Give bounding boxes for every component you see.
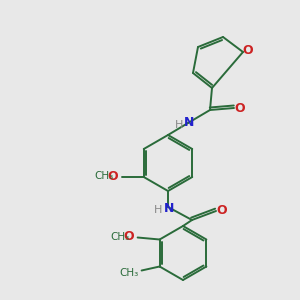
Text: H: H	[154, 205, 162, 215]
Text: O: O	[235, 101, 245, 115]
Text: CH₃: CH₃	[119, 268, 138, 278]
Text: N: N	[184, 116, 194, 130]
Text: CH₃: CH₃	[94, 171, 113, 181]
Text: O: O	[243, 44, 253, 58]
Text: O: O	[107, 169, 118, 182]
Text: H: H	[175, 120, 183, 130]
Text: O: O	[123, 230, 134, 243]
Text: CH₃: CH₃	[110, 232, 129, 242]
Text: N: N	[164, 202, 174, 214]
Text: O: O	[217, 203, 227, 217]
